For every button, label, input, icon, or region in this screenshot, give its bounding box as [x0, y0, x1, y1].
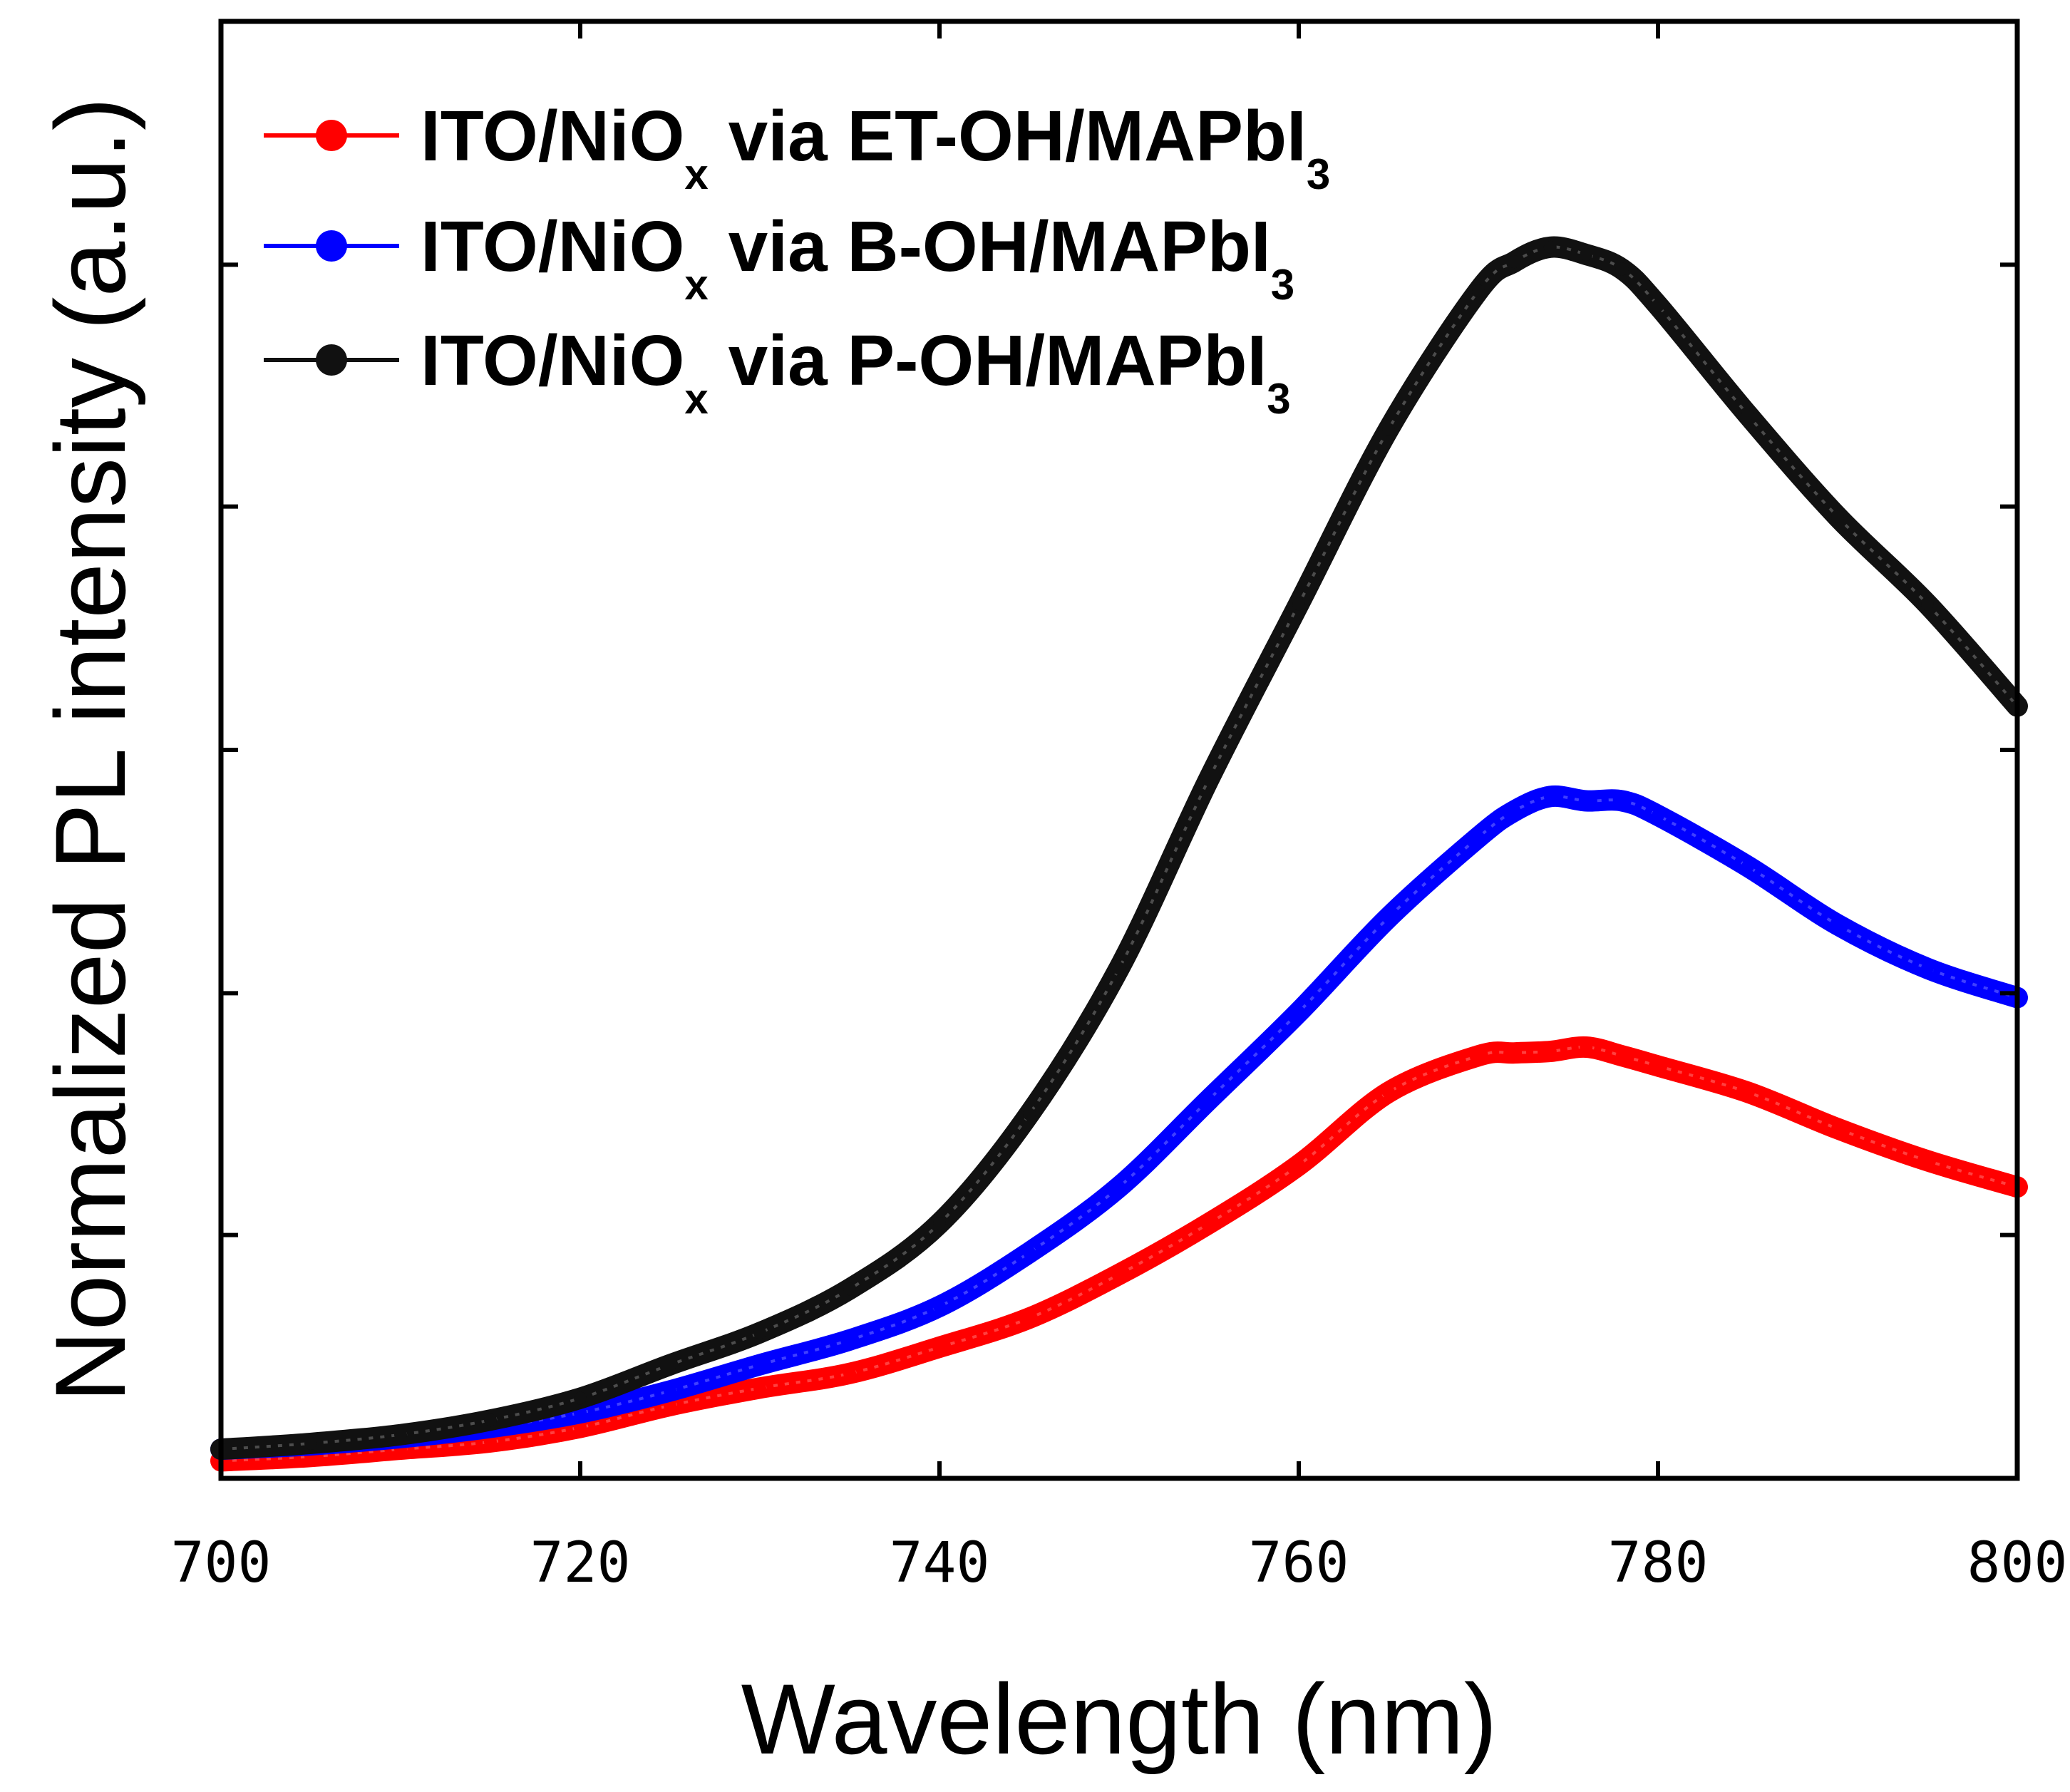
- x-tick-label: 720: [530, 1531, 631, 1595]
- data-point: [1543, 1045, 1557, 1059]
- series-texture-3: [220, 245, 2019, 1451]
- x-tick-label: 800: [1967, 1531, 2068, 1595]
- data-point: [1652, 809, 1664, 822]
- data-point: [1615, 794, 1629, 808]
- data-point: [753, 1358, 766, 1371]
- data-point: [1741, 408, 1754, 421]
- legend-item-3: ITO/NiOx via P-OH/MAPbI3: [264, 321, 1291, 423]
- legend-item-2: ITO/NiOx via B-OH/MAPbI3: [264, 207, 1294, 309]
- x-tick-label: 700: [171, 1531, 272, 1595]
- tick-layer: 700 720 740 760 780 800: [171, 21, 2068, 1595]
- data-point: [753, 1326, 766, 1339]
- data-point: [1831, 1122, 1844, 1136]
- data-point: [1615, 262, 1629, 276]
- data-point: [1472, 830, 1485, 844]
- x-tick-label: 760: [1249, 1531, 1349, 1595]
- data-point: [1831, 918, 1844, 932]
- data-point: [484, 1413, 497, 1427]
- series-1: [210, 1036, 2028, 1472]
- data-point: [304, 1436, 317, 1450]
- y-axis-title: Normalized PL intensity (a.u.): [34, 97, 146, 1402]
- data-point: [1292, 1005, 1305, 1019]
- series-line-1: [210, 1036, 2028, 1472]
- data-point: [1203, 772, 1215, 786]
- legend-item-1: ITO/NiOx via ET-OH/MAPbI3: [264, 96, 1330, 198]
- legend-label: ITO/NiOx via ET-OH/MAPbI3: [421, 96, 1330, 198]
- legend-label: ITO/NiOx via P-OH/MAPbI3: [421, 321, 1291, 423]
- data-point: [1543, 790, 1557, 803]
- data-point: [753, 1381, 766, 1395]
- data-point: [1580, 1041, 1593, 1054]
- series-3: [210, 236, 2028, 1461]
- data-point: [1023, 1108, 1036, 1121]
- data-point: [1921, 597, 1934, 611]
- data-point: [1382, 1086, 1395, 1099]
- data-point: [484, 1435, 497, 1448]
- data-point: [1831, 510, 1844, 523]
- data-point: [664, 1358, 676, 1371]
- data-point: [1741, 1086, 1754, 1099]
- data-point: [1292, 597, 1305, 611]
- data-point: [1472, 284, 1485, 298]
- data-point: [394, 1428, 407, 1441]
- data-point: [1472, 1049, 1485, 1063]
- data-point: [574, 1391, 587, 1405]
- legend-marker: [316, 344, 347, 376]
- data-point: [1113, 962, 1126, 975]
- data-point: [1580, 794, 1593, 808]
- data-point: [1382, 911, 1395, 925]
- data-point: [1921, 962, 1934, 975]
- series-texture-1: [220, 1045, 2018, 1463]
- legend-label: ITO/NiOx via B-OH/MAPbI3: [421, 207, 1294, 309]
- x-tick-label: 780: [1608, 1531, 1709, 1595]
- data-point: [933, 1217, 946, 1230]
- data-point: [1508, 804, 1521, 818]
- data-point: [843, 1333, 856, 1346]
- data-point: [1023, 1246, 1036, 1260]
- x-axis-title: Wavelength (nm): [741, 1663, 1498, 1775]
- data-point: [1580, 248, 1593, 261]
- data-point: [664, 1384, 676, 1398]
- data-point: [843, 1282, 856, 1296]
- data-point: [1203, 1217, 1215, 1230]
- data-point: [843, 1366, 856, 1380]
- data-point: [1508, 255, 1521, 269]
- data-point: [1023, 1312, 1036, 1325]
- data-point: [933, 1341, 946, 1354]
- data-point: [1652, 299, 1664, 312]
- x-tick-label: 740: [890, 1531, 990, 1595]
- data-point: [1652, 1059, 1664, 1073]
- data-point: [1508, 1046, 1521, 1060]
- data-point: [1382, 423, 1395, 436]
- data-point: [1292, 1158, 1305, 1172]
- data-point: [1741, 860, 1754, 873]
- series-layer: [210, 236, 2028, 1472]
- data-point: [933, 1299, 946, 1313]
- data-point: [1921, 1154, 1934, 1168]
- data-point: [1113, 1180, 1126, 1194]
- data-point: [1543, 240, 1557, 254]
- legend-marker: [316, 120, 347, 151]
- legend-marker: [316, 230, 347, 262]
- data-point: [1113, 1267, 1126, 1281]
- data-point: [1615, 1049, 1629, 1063]
- data-point: [1203, 1093, 1215, 1106]
